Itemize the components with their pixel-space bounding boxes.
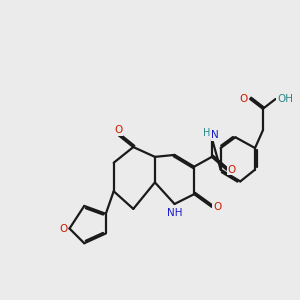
Text: O: O [239,94,248,104]
Text: O: O [115,125,123,135]
Text: O: O [228,165,236,175]
Text: O: O [59,224,67,233]
Text: O: O [213,202,221,212]
Text: NH: NH [167,208,182,218]
Text: OH: OH [277,94,293,104]
Text: N: N [212,130,219,140]
Text: H: H [203,128,210,138]
